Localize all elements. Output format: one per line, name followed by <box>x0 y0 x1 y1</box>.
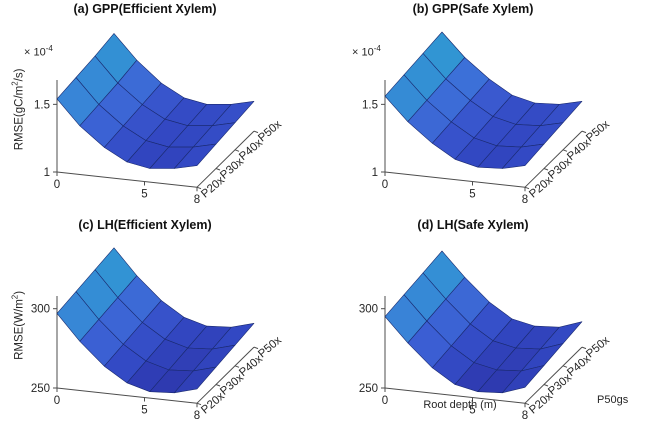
z-tick-label: 250 <box>31 383 50 395</box>
surface-face <box>502 143 545 169</box>
x-tick-label: 0 <box>54 395 60 407</box>
z-tick-label: 300 <box>359 304 378 316</box>
exponent-sup: -4 <box>45 44 53 53</box>
corner-label-p50gs: P50gs <box>597 394 629 406</box>
subplot-b-z-exponent: × 10-4 <box>352 44 381 59</box>
subplot-b-title: (b) GPP(Safe Xylem) <box>412 2 534 16</box>
x-tick-label: 8 <box>522 410 528 422</box>
x-tick-label: 8 <box>522 194 528 206</box>
x-tick-label: 0 <box>54 179 60 191</box>
y-tick-label: P50x <box>256 334 284 360</box>
surface-face <box>502 365 545 394</box>
x-tick-label: 5 <box>141 405 147 417</box>
surface <box>384 250 583 394</box>
z-tick-label: 300 <box>31 304 50 316</box>
subplot-c-title: (c) LH(Efficient Xylem) <box>78 218 212 232</box>
subplot-d: (d) LH(Safe Xylem) 250 300 0 5 8 P20x P30x P40x… <box>328 216 656 432</box>
subplot-a-title: (a) GPP(Efficient Xylem) <box>73 2 217 16</box>
axes <box>381 80 587 192</box>
surface <box>56 33 255 169</box>
subplot-b: (b) GPP(Safe Xylem) × 10-4 1 1.5 0 5 8 P20x P3… <box>328 0 656 216</box>
subplot-a: (a) GPP(Efficient Xylem) RMSE(gC/m2/s) ×… <box>0 0 328 216</box>
y-tick-label: P50x <box>584 334 612 360</box>
z-tick-label: 1 <box>372 167 378 179</box>
z-tick-label: 1.5 <box>362 99 378 111</box>
subplot-d-title: (d) LH(Safe Xylem) <box>417 218 529 232</box>
z-tick-label: 1.5 <box>34 99 50 111</box>
surface-face <box>174 143 217 169</box>
x-tick-label: 0 <box>382 395 388 407</box>
axes <box>53 296 259 408</box>
exponent-base: × 10 <box>24 46 46 59</box>
exponent-base: × 10 <box>352 46 374 59</box>
x-tick-label: 0 <box>382 179 388 191</box>
x-axis-label: Root depth (m) <box>423 399 497 411</box>
axes <box>53 80 259 192</box>
y-tick-label: P50x <box>256 118 284 144</box>
subplot-a-z-exponent: × 10-4 <box>24 44 53 59</box>
surface <box>384 31 583 169</box>
x-tick-label: 8 <box>194 410 200 422</box>
surface-face <box>174 366 217 394</box>
x-tick-label: 5 <box>141 189 147 201</box>
x-tick-label: 8 <box>194 194 200 206</box>
y-tick-label: P50x <box>584 118 612 144</box>
surface <box>56 247 255 394</box>
z-tick-label: 250 <box>359 383 378 395</box>
subplot-c: (c) LH(Efficient Xylem) RMSE(W/m2) 250 30… <box>0 216 328 432</box>
axes <box>381 296 587 408</box>
x-tick-label: 5 <box>469 405 475 417</box>
z-tick-label: 1 <box>44 167 50 179</box>
x-tick-label: 5 <box>469 189 475 201</box>
exponent-sup: -4 <box>373 44 381 53</box>
